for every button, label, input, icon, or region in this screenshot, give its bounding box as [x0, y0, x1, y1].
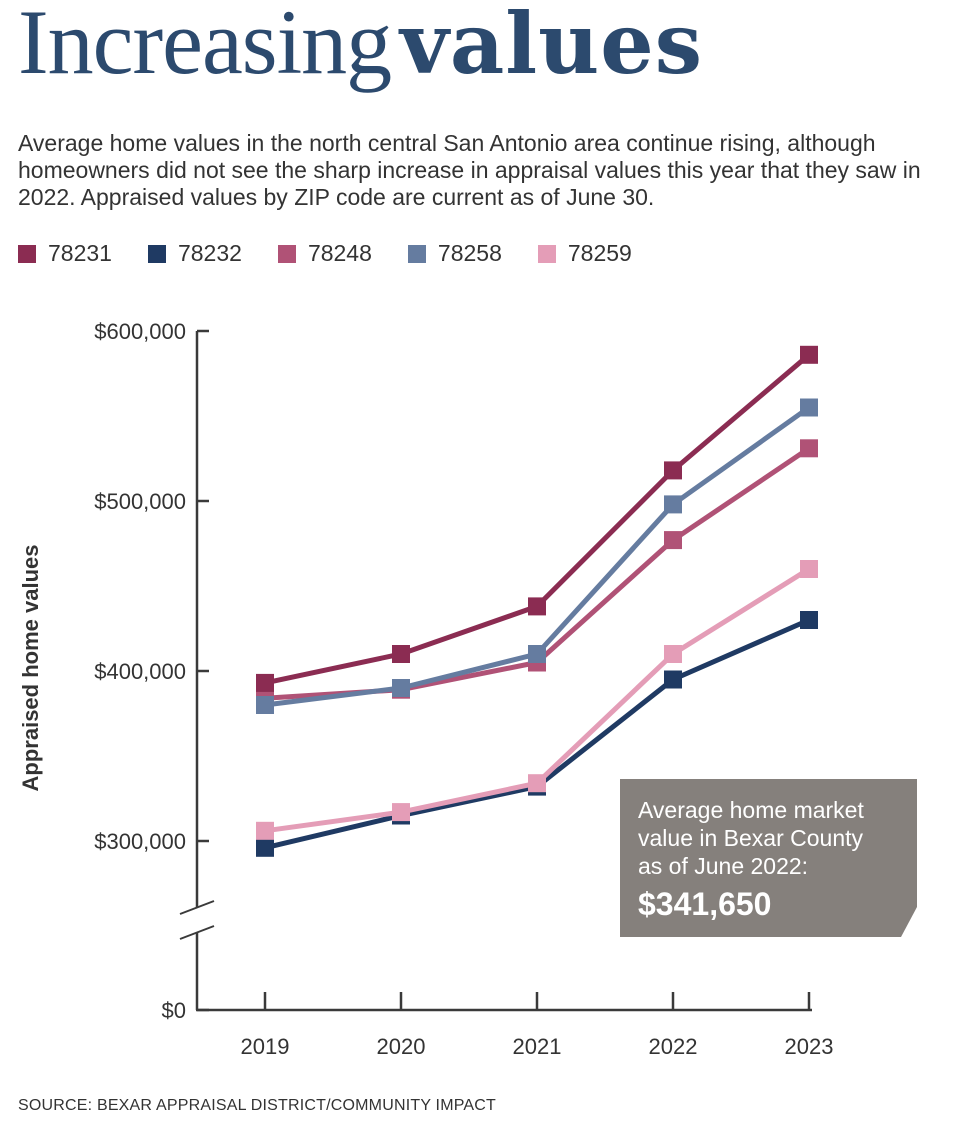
legend-swatch [18, 244, 36, 263]
data-point-78231-2022 [664, 461, 682, 480]
data-point-78248-2022 [664, 531, 682, 550]
chart-title: Increasing values [18, 0, 703, 88]
y-tick-label: $400,000 [94, 659, 186, 684]
legend-label: 78232 [177, 240, 242, 266]
chart-subtitle: Average home values in the north central… [18, 130, 921, 210]
x-tick-label: 2021 [513, 1034, 562, 1059]
legend-swatch [277, 244, 296, 263]
callout-line: as of June 2022: [638, 853, 809, 879]
y-tick-label: $300,000 [94, 829, 186, 854]
legend-label: 78248 [307, 240, 372, 266]
x-tick-label: 2022 [649, 1034, 698, 1059]
data-point-78231-2021 [528, 597, 546, 616]
x-tick-label: 2019 [241, 1034, 290, 1059]
axis-break-gap [180, 901, 214, 939]
y-axis-label: Appraised home values [18, 545, 43, 792]
callout-box: Average home market value in Bexar Count… [620, 779, 917, 937]
legend-item-78259: 78259 [537, 240, 632, 267]
data-point-78258-2020 [392, 679, 410, 697]
legend-label: 78259 [567, 240, 632, 266]
data-point-78259-2023 [800, 560, 818, 578]
axis-break-mark [179, 925, 215, 940]
data-point-78231-2020 [392, 645, 410, 663]
data-point-78232-2022 [664, 670, 682, 689]
data-point-78232-2019 [256, 838, 274, 857]
data-point-78259-2021 [528, 774, 546, 793]
data-point-78258-2019 [256, 696, 274, 714]
legend-item-78232: 78232 [147, 240, 242, 267]
y-tick-label: $0 [162, 998, 186, 1023]
callout-line: value in Bexar County [638, 825, 864, 851]
legend-swatch [147, 244, 166, 263]
data-point-78258-2022 [664, 495, 682, 514]
data-point-78258-2023 [800, 398, 818, 417]
data-point-78259-2019 [256, 821, 274, 840]
x-tick-label: 2023 [785, 1034, 834, 1059]
legend-item-78231: 78231 [18, 240, 112, 267]
data-point-78232-2023 [800, 611, 818, 629]
legend-swatch [537, 244, 556, 263]
title-bold: values [400, 0, 703, 93]
callout-value: $341,650 [638, 886, 772, 922]
source-note: SOURCE: BEXAR APPRAISAL DISTRICT/COMMUNI… [18, 1097, 497, 1114]
data-point-78259-2020 [392, 803, 410, 822]
series-line-78231 [264, 352, 811, 686]
legend-item-78258: 78258 [407, 240, 502, 267]
y-tick-label: $500,000 [94, 489, 186, 514]
legend-item-78248: 78248 [277, 240, 372, 267]
y-tick-label: $600,000 [94, 319, 186, 344]
data-point-78231-2019 [256, 673, 274, 692]
callout-text: Average home market value in Bexar Count… [638, 796, 864, 880]
legend-swatch [407, 244, 426, 263]
data-point-78248-2023 [800, 439, 818, 458]
x-tick-label: 2020 [377, 1034, 426, 1059]
data-point-78259-2022 [664, 645, 682, 663]
title-light: Increasing [18, 0, 392, 93]
callout-line: Average home market [638, 797, 864, 823]
legend-label: 78231 [48, 240, 112, 266]
data-point-78258-2021 [528, 645, 546, 663]
axis-break-mark [179, 900, 215, 915]
legend: 78231 78232 78248 78258 78259 [18, 240, 668, 267]
legend-label: 78258 [437, 240, 502, 266]
data-point-78231-2023 [800, 345, 818, 364]
callout-background [620, 779, 917, 937]
